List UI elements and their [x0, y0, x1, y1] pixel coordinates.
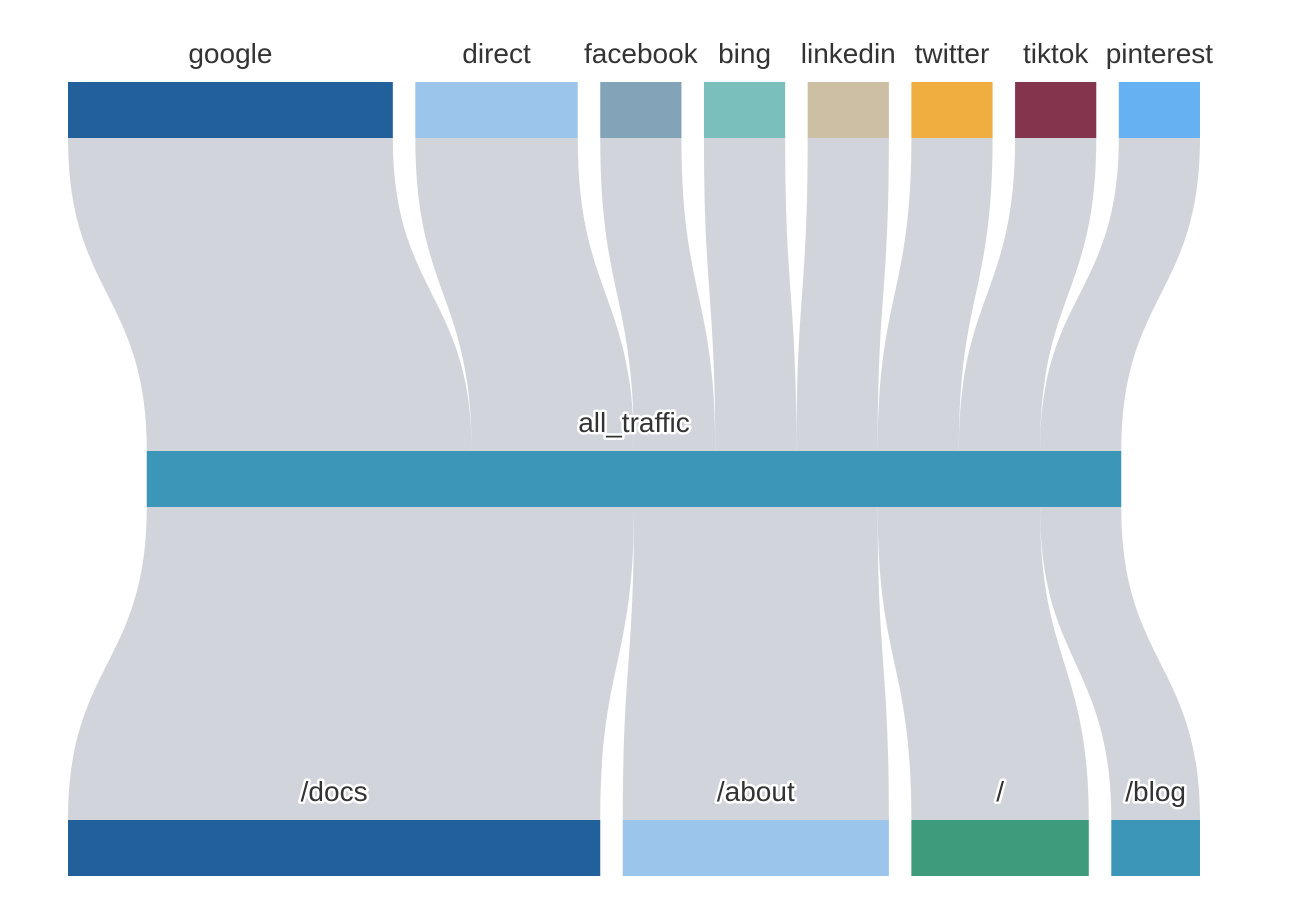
link-google-to-all-traffic — [68, 138, 472, 451]
node-label-tiktok: tiktok — [1023, 38, 1089, 69]
node-label-facebook: facebook — [584, 38, 699, 69]
node-label-google: google — [188, 38, 272, 69]
link-bing-to-all-traffic — [703, 138, 797, 451]
node-docs — [68, 820, 601, 876]
node-facebook — [600, 82, 682, 138]
node-root — [911, 820, 1089, 876]
link-twitter-to-all-traffic — [877, 138, 993, 451]
node-bing — [703, 82, 786, 138]
node-label-root: / — [996, 776, 1004, 807]
node-label-twitter: twitter — [915, 38, 990, 69]
link-tiktok-to-all-traffic — [958, 138, 1097, 451]
node-direct — [415, 82, 578, 138]
link-facebook-to-all-traffic — [600, 138, 716, 451]
link-all-traffic-to-blog — [1040, 507, 1200, 820]
node-pinterest — [1118, 82, 1200, 138]
node-linkedin — [807, 82, 889, 138]
link-all-traffic-to-about — [622, 507, 889, 820]
node-about — [622, 820, 889, 876]
sankey-links — [68, 138, 1200, 820]
link-all-traffic-to-docs — [68, 507, 634, 820]
sankey-labels: google direct facebook bing linkedin twitter t… — [188, 38, 1214, 810]
link-direct-to-all-traffic — [415, 138, 634, 451]
node-label-pinterest: pinterest — [1106, 38, 1214, 69]
node-tiktok — [1015, 82, 1097, 138]
node-label-docs: /docs — [301, 776, 368, 807]
node-google — [68, 82, 393, 138]
node-blog — [1111, 820, 1200, 876]
node-twitter — [911, 82, 993, 138]
link-linkedin-to-all-traffic — [796, 138, 889, 451]
node-label-bing: bing — [718, 38, 771, 69]
node-all-traffic — [146, 451, 1122, 507]
sankey-nodes — [68, 82, 1200, 876]
node-label-all-traffic: all_traffic — [578, 407, 690, 438]
node-label-blog: /blog — [1125, 776, 1186, 807]
link-pinterest-to-all-traffic — [1040, 138, 1200, 451]
node-label-direct: direct — [462, 38, 531, 69]
node-label-about: /about — [717, 776, 795, 807]
node-label-linkedin: linkedin — [801, 38, 896, 69]
link-all-traffic-to-root — [877, 507, 1089, 820]
